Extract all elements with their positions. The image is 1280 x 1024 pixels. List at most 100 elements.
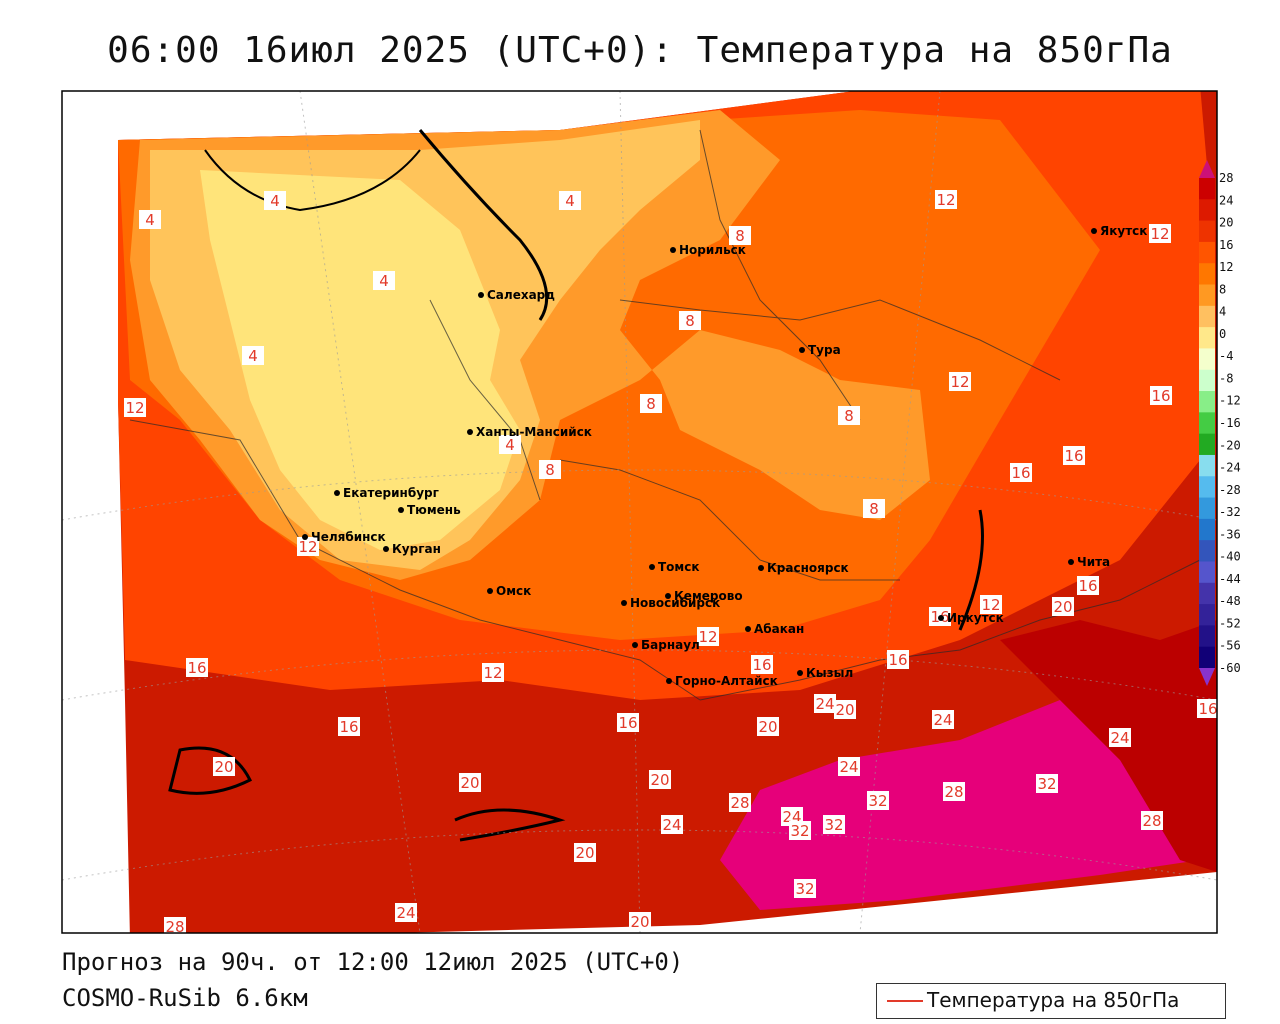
contour-label-text: 16 [752, 656, 771, 674]
contour-label-text: 4 [505, 436, 515, 454]
contour-label-bg [264, 191, 286, 210]
city-dot [383, 546, 389, 552]
city-label: Тюмень [407, 503, 461, 517]
contour-label-bg [1109, 728, 1131, 747]
contour-label: 4 [264, 191, 286, 210]
city-dot [302, 534, 308, 540]
colorbar-tick-label: -28 [1219, 483, 1241, 497]
colorbar-tick-label: -40 [1219, 550, 1241, 564]
contour-label-text: 32 [795, 880, 814, 898]
contour-label-bg [338, 717, 360, 736]
forecast-info: Прогноз на 90ч. от 12:00 12июл 2025 (UTC… [62, 948, 684, 976]
colorbar-tick-label: -12 [1219, 394, 1241, 408]
contour-label: 4 [559, 191, 581, 210]
colorbar: 28 24 20 16 12 8 4 0 -4 -8 -12 -16 -20 -24 -28 -32 -36 -4… [1199, 160, 1241, 686]
city-dot [938, 615, 944, 621]
city-markers: Норильск Якутск Салехард Тура Ханты-Мансийск… [302, 224, 1147, 688]
model-name: COSMO-RuSib 6.6км [62, 984, 308, 1012]
contour-label-bg [1036, 774, 1058, 793]
contour-label-text: 24 [396, 904, 415, 922]
colorbar-swatch [1199, 327, 1215, 349]
contour-label-text: 8 [685, 312, 695, 330]
city-label: Курган [392, 542, 441, 556]
contour-label-bg [823, 815, 845, 834]
contour-label: 16 [1010, 463, 1032, 482]
contour-label: 16 [1150, 386, 1172, 405]
contour-label: 20 [629, 912, 651, 931]
contour-label: 4 [139, 210, 161, 229]
contour-label: 16 [1077, 576, 1099, 595]
colorbar-tick-label: -44 [1219, 572, 1241, 586]
contour-label: 28 [943, 782, 965, 801]
contour-label-text: 24 [933, 711, 952, 729]
contour-label: 28 [164, 917, 186, 933]
contour-label-bg [949, 372, 971, 391]
city-dot [1068, 559, 1074, 565]
contour-label-text: 28 [944, 783, 963, 801]
contour-label-bg [814, 694, 836, 713]
contour-label: 24 [814, 694, 836, 713]
city-label: Чита [1077, 555, 1110, 569]
contour-label: 8 [729, 226, 751, 245]
contour-label: 16 [617, 713, 639, 732]
colorbar-swatch [1199, 391, 1215, 413]
colorbar-tick-label: -36 [1219, 527, 1241, 541]
map-area: 4 4 4 4 4 4 8 8 8 8 8 8 12 12 12 12 12 12 12 12 16 16 16 16 16 16… [62, 91, 1217, 933]
contour-label: 28 [729, 793, 751, 812]
city-dot [1091, 228, 1097, 234]
legend-line-swatch [887, 1000, 923, 1002]
contour-label-bg [935, 190, 957, 209]
contour-label-bg [1149, 224, 1171, 243]
contour-label-bg [640, 394, 662, 413]
city-dot [799, 347, 805, 353]
city-label: Якутск [1100, 224, 1147, 238]
contour-label-bg [297, 537, 319, 556]
contour-label-bg [186, 658, 208, 677]
contour-label-bg [395, 903, 417, 922]
contour-label: 20 [213, 757, 235, 776]
contour-label-text: 4 [270, 192, 280, 210]
contour-label: 20 [834, 700, 856, 719]
contour-label: 4 [373, 271, 395, 290]
contour-label-text: 8 [735, 227, 745, 245]
colorbar-swatch [1199, 220, 1215, 243]
contour-label: 16 [887, 650, 909, 669]
contour-label: 16 [338, 717, 360, 736]
contour-label: 12 [949, 372, 971, 391]
colorbar-swatch [1199, 263, 1215, 286]
contour-label-text: 16 [1198, 700, 1217, 718]
contour-label-text: 4 [379, 272, 389, 290]
contour-label-bg [459, 773, 481, 792]
colorbar-tick-label: -8 [1219, 371, 1233, 385]
contour-label-text: 32 [790, 822, 809, 840]
map-title: 06:00 16июл 2025 (UTC+0): Температура на… [107, 30, 1173, 71]
colorbar-tick-label: 12 [1219, 260, 1233, 274]
contour-label-bg [539, 460, 561, 479]
city-label: Новосибирск [630, 596, 720, 610]
contour-label: 16 [1197, 699, 1217, 718]
contour-label-text: 16 [1151, 387, 1170, 405]
contour-label-text: 32 [868, 792, 887, 810]
contour-label-bg [887, 650, 909, 669]
contour-label: 24 [395, 903, 417, 922]
contour-label: 20 [649, 770, 671, 789]
contour-label-text: 4 [248, 347, 258, 365]
contour-label-bg [617, 713, 639, 732]
colorbar-tick-label: -56 [1219, 639, 1241, 653]
contour-label-text: 12 [298, 538, 317, 556]
contour-label-bg [838, 757, 860, 776]
contour-label-bg [661, 815, 683, 834]
contour-label-text: 4 [565, 192, 575, 210]
contour-label: 32 [1036, 774, 1058, 793]
contour-label-bg [213, 757, 235, 776]
colorbar-swatch [1199, 369, 1215, 392]
contour-label-bg [943, 782, 965, 801]
contour-label-text: 16 [1078, 577, 1097, 595]
contour-label: 12 [980, 595, 1002, 614]
contour-label-text: 16 [187, 659, 206, 677]
contour-label: 20 [757, 717, 779, 736]
colorbar-swatch [1199, 582, 1215, 605]
contour-label-bg [863, 499, 885, 518]
contour-label-bg [751, 655, 773, 674]
contour-label-text: 8 [545, 461, 555, 479]
